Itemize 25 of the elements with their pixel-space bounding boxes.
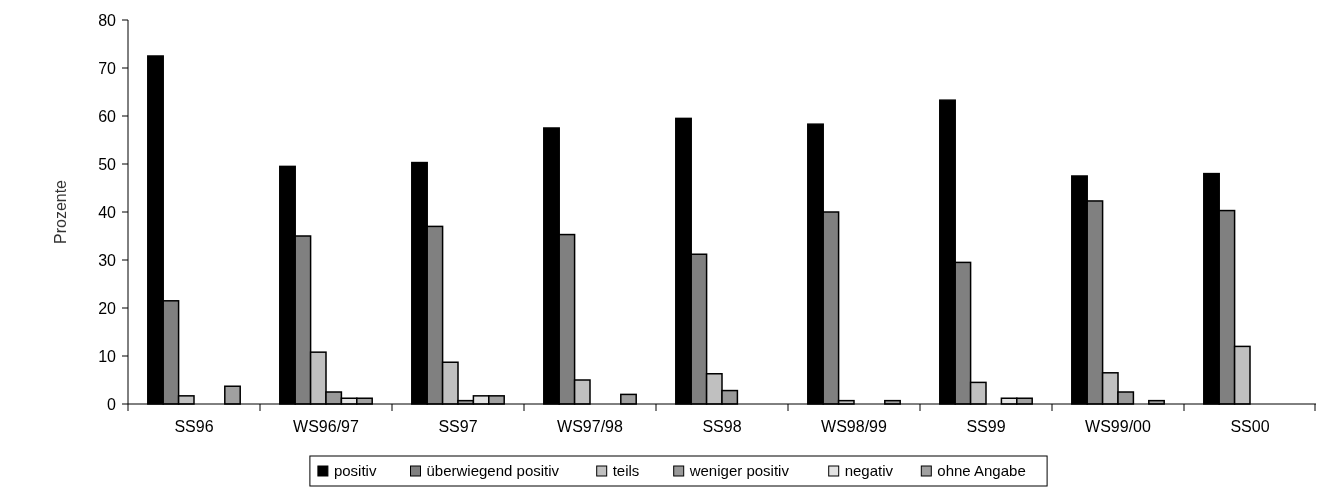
x-tick-label: SS98 [702,418,742,435]
legend-label: weniger positiv [688,462,790,480]
y-tick-label: 20 [98,299,117,317]
x-tick-label: SS99 [966,418,1006,435]
legend-label: überwiegend positiv [426,462,560,480]
x-tick-label: WS97/98 [557,418,624,435]
x-tick-label: SS96 [174,418,214,435]
y-tick-label: 40 [98,203,117,221]
y-tick-label: 70 [98,59,117,77]
x-tick-label: WS96/97 [293,418,360,435]
y-axis-title: Prozente [52,179,69,245]
legend-label: teils [612,462,640,480]
x-tick-label: SS00 [1230,418,1270,435]
y-tick-label: 50 [98,155,117,173]
y-tick-label: 0 [107,395,117,413]
x-tick-label: WS99/00 [1085,418,1152,435]
legend-label: positiv [333,462,377,480]
y-tick-label: 30 [98,251,117,269]
x-tick-label: SS97 [438,418,478,435]
y-tick-label: 80 [98,11,117,29]
y-tick-label: 10 [98,347,117,365]
y-tick-label: 60 [98,107,117,125]
legend-label: negativ [844,462,894,480]
legend-label: ohne Angabe [937,462,1026,480]
x-tick-label: WS98/99 [821,418,888,435]
